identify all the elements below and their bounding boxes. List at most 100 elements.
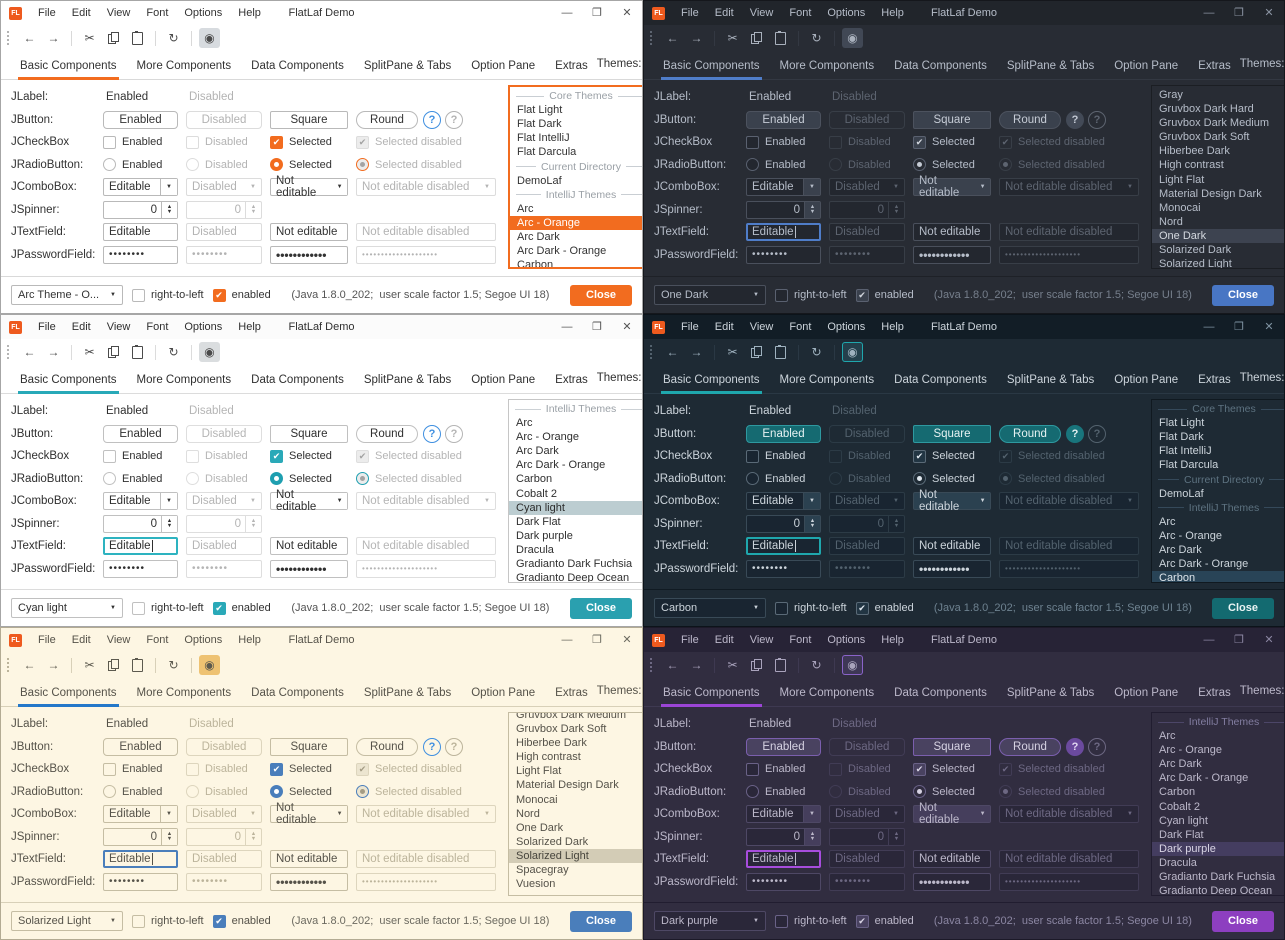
theme-list-item[interactable]: Cyan light — [1159, 814, 1208, 827]
help-button-primary[interactable]: ? — [423, 110, 441, 129]
theme-list-item[interactable]: Carbon — [1159, 786, 1196, 799]
theme-list-item[interactable]: Arc Dark - Orange — [516, 459, 606, 472]
passwordfield-not-editable[interactable]: •••••••••••• — [270, 559, 348, 578]
paste-icon[interactable] — [127, 28, 148, 48]
menu-view[interactable]: View — [106, 634, 131, 646]
combobox-not-editable[interactable]: Not editable ▼ — [913, 802, 991, 826]
help-button-primary[interactable]: ? — [423, 424, 441, 443]
eye-icon[interactable]: ◉ — [199, 342, 220, 362]
radio-enabled[interactable] — [103, 158, 116, 171]
theme-list-item[interactable]: Arc Dark — [517, 230, 560, 243]
combobox-editable[interactable]: Editable ▼ — [103, 805, 178, 823]
back-icon[interactable]: ← — [666, 345, 679, 359]
combobox-not-editable[interactable]: Not editable ▼ — [913, 489, 991, 513]
tab-basic-components[interactable]: Basic Components — [11, 53, 126, 80]
refresh-icon[interactable]: ↻ — [168, 658, 179, 672]
toolbar-grip[interactable] — [7, 31, 12, 45]
passwordfield-not-editable[interactable]: •••••••••••• — [913, 245, 991, 264]
textfield-not-editable[interactable]: Not editable — [913, 223, 991, 241]
theme-list-item[interactable]: Gruvbox Dark Soft — [516, 723, 607, 736]
theme-list-item[interactable]: Flat IntelliJ — [517, 132, 570, 145]
menu-view[interactable]: View — [749, 321, 774, 333]
theme-list-item[interactable]: High contrast — [1159, 159, 1224, 172]
menu-edit[interactable]: Edit — [71, 321, 91, 333]
tab-splitpane-tabs[interactable]: SplitPane & Tabs — [1006, 687, 1095, 699]
close-window-button[interactable]: ✕ — [622, 7, 632, 19]
minimize-button[interactable]: — — [561, 634, 573, 646]
theme-list-item[interactable]: High contrast — [516, 751, 581, 764]
menu-font[interactable]: Font — [146, 321, 169, 333]
textfield-editable[interactable]: Editable — [103, 537, 178, 555]
radio-selected[interactable] — [270, 785, 283, 798]
tab-splitpane-tabs[interactable]: SplitPane & Tabs — [363, 60, 452, 72]
checkbox-enabled[interactable] — [103, 135, 116, 149]
radio-enabled[interactable] — [103, 785, 116, 798]
theme-list-item[interactable]: Vuesion — [516, 878, 556, 891]
refresh-icon[interactable]: ↻ — [168, 345, 179, 359]
theme-list-item[interactable]: Cobalt 2 — [516, 487, 557, 500]
right-to-left-checkbox[interactable] — [775, 601, 788, 615]
spinner-enabled[interactable]: 0 ▲ ▼ — [103, 200, 178, 219]
theme-list-item[interactable]: Nord — [516, 807, 540, 820]
theme-list-item[interactable]: Carbon — [1152, 571, 1284, 582]
tab-splitpane-tabs[interactable]: SplitPane & Tabs — [363, 374, 452, 386]
menu-view[interactable]: View — [749, 7, 774, 19]
textfield-editable[interactable]: Editable — [103, 223, 178, 241]
tab-more-components[interactable]: More Components — [779, 374, 875, 386]
radio-selected[interactable] — [913, 158, 926, 171]
close-button[interactable]: Close — [570, 910, 632, 932]
menu-help[interactable]: Help — [238, 321, 261, 333]
close-button[interactable]: Close — [1212, 284, 1274, 306]
jbutton-enabled-button[interactable]: Enabled — [103, 110, 178, 129]
menu-help[interactable]: Help — [881, 321, 904, 333]
minimize-button[interactable]: — — [561, 7, 573, 19]
forward-icon[interactable]: → — [47, 345, 60, 359]
spinner-enabled[interactable]: 0 ▲ ▼ — [746, 200, 821, 219]
theme-list-item[interactable]: Arc — [517, 202, 534, 215]
refresh-icon[interactable]: ↻ — [811, 658, 822, 672]
jbutton-enabled-button[interactable]: Enabled — [746, 424, 821, 443]
menu-file[interactable]: File — [681, 634, 699, 646]
maximize-button[interactable]: ❐ — [592, 321, 602, 333]
jbutton-square-button[interactable]: Square — [913, 737, 991, 756]
tab-more-components[interactable]: More Components — [136, 687, 232, 699]
forward-icon[interactable]: → — [690, 345, 703, 359]
jbutton-round-button[interactable]: Round — [356, 110, 418, 129]
menu-help[interactable]: Help — [238, 7, 261, 19]
tab-more-components[interactable]: More Components — [136, 374, 232, 386]
theme-list-item[interactable]: Flat Darcula — [1159, 459, 1219, 472]
theme-list-item[interactable]: Arc Dark — [516, 445, 559, 458]
passwordfield-enabled[interactable]: •••••••• — [746, 245, 821, 264]
tab-extras[interactable]: Extras — [555, 374, 588, 386]
refresh-icon[interactable]: ↻ — [811, 345, 822, 359]
checkbox-selected[interactable] — [913, 449, 926, 463]
enabled-checkbox[interactable] — [212, 601, 226, 615]
right-to-left-checkbox[interactable] — [132, 601, 145, 615]
theme-list-item[interactable]: Solarized Light — [509, 848, 642, 864]
theme-selector-combo[interactable]: Dark purple ▼ — [654, 911, 766, 931]
spinner-enabled[interactable]: 0 ▲ ▼ — [103, 827, 178, 846]
menu-font[interactable]: Font — [789, 7, 812, 19]
menu-help[interactable]: Help — [881, 7, 904, 19]
close-window-button[interactable]: ✕ — [1264, 634, 1274, 646]
paste-icon[interactable] — [770, 342, 791, 362]
eye-icon[interactable]: ◉ — [842, 655, 863, 675]
theme-list-item[interactable]: Arc - Orange — [1159, 529, 1222, 542]
menu-font[interactable]: Font — [146, 634, 169, 646]
jbutton-enabled-button[interactable]: Enabled — [746, 110, 821, 129]
tab-data-components[interactable]: Data Components — [251, 687, 344, 699]
tab-option-pane[interactable]: Option Pane — [471, 687, 536, 699]
eye-icon[interactable]: ◉ — [199, 28, 220, 48]
combobox-editable[interactable]: Editable ▼ — [746, 492, 821, 510]
maximize-button[interactable]: ❐ — [1234, 321, 1244, 333]
help-button-secondary[interactable]: ? — [445, 424, 463, 443]
checkbox-enabled[interactable] — [746, 449, 759, 463]
tab-splitpane-tabs[interactable]: SplitPane & Tabs — [1006, 60, 1095, 72]
back-icon[interactable]: ← — [666, 658, 679, 672]
theme-list-item[interactable]: DemoLaf — [517, 174, 562, 187]
toolbar-grip[interactable] — [650, 345, 655, 359]
jbutton-square-button[interactable]: Square — [270, 110, 348, 129]
tab-basic-components[interactable]: Basic Components — [654, 680, 769, 707]
tab-more-components[interactable]: More Components — [136, 60, 232, 72]
tab-basic-components[interactable]: Basic Components — [11, 680, 126, 707]
